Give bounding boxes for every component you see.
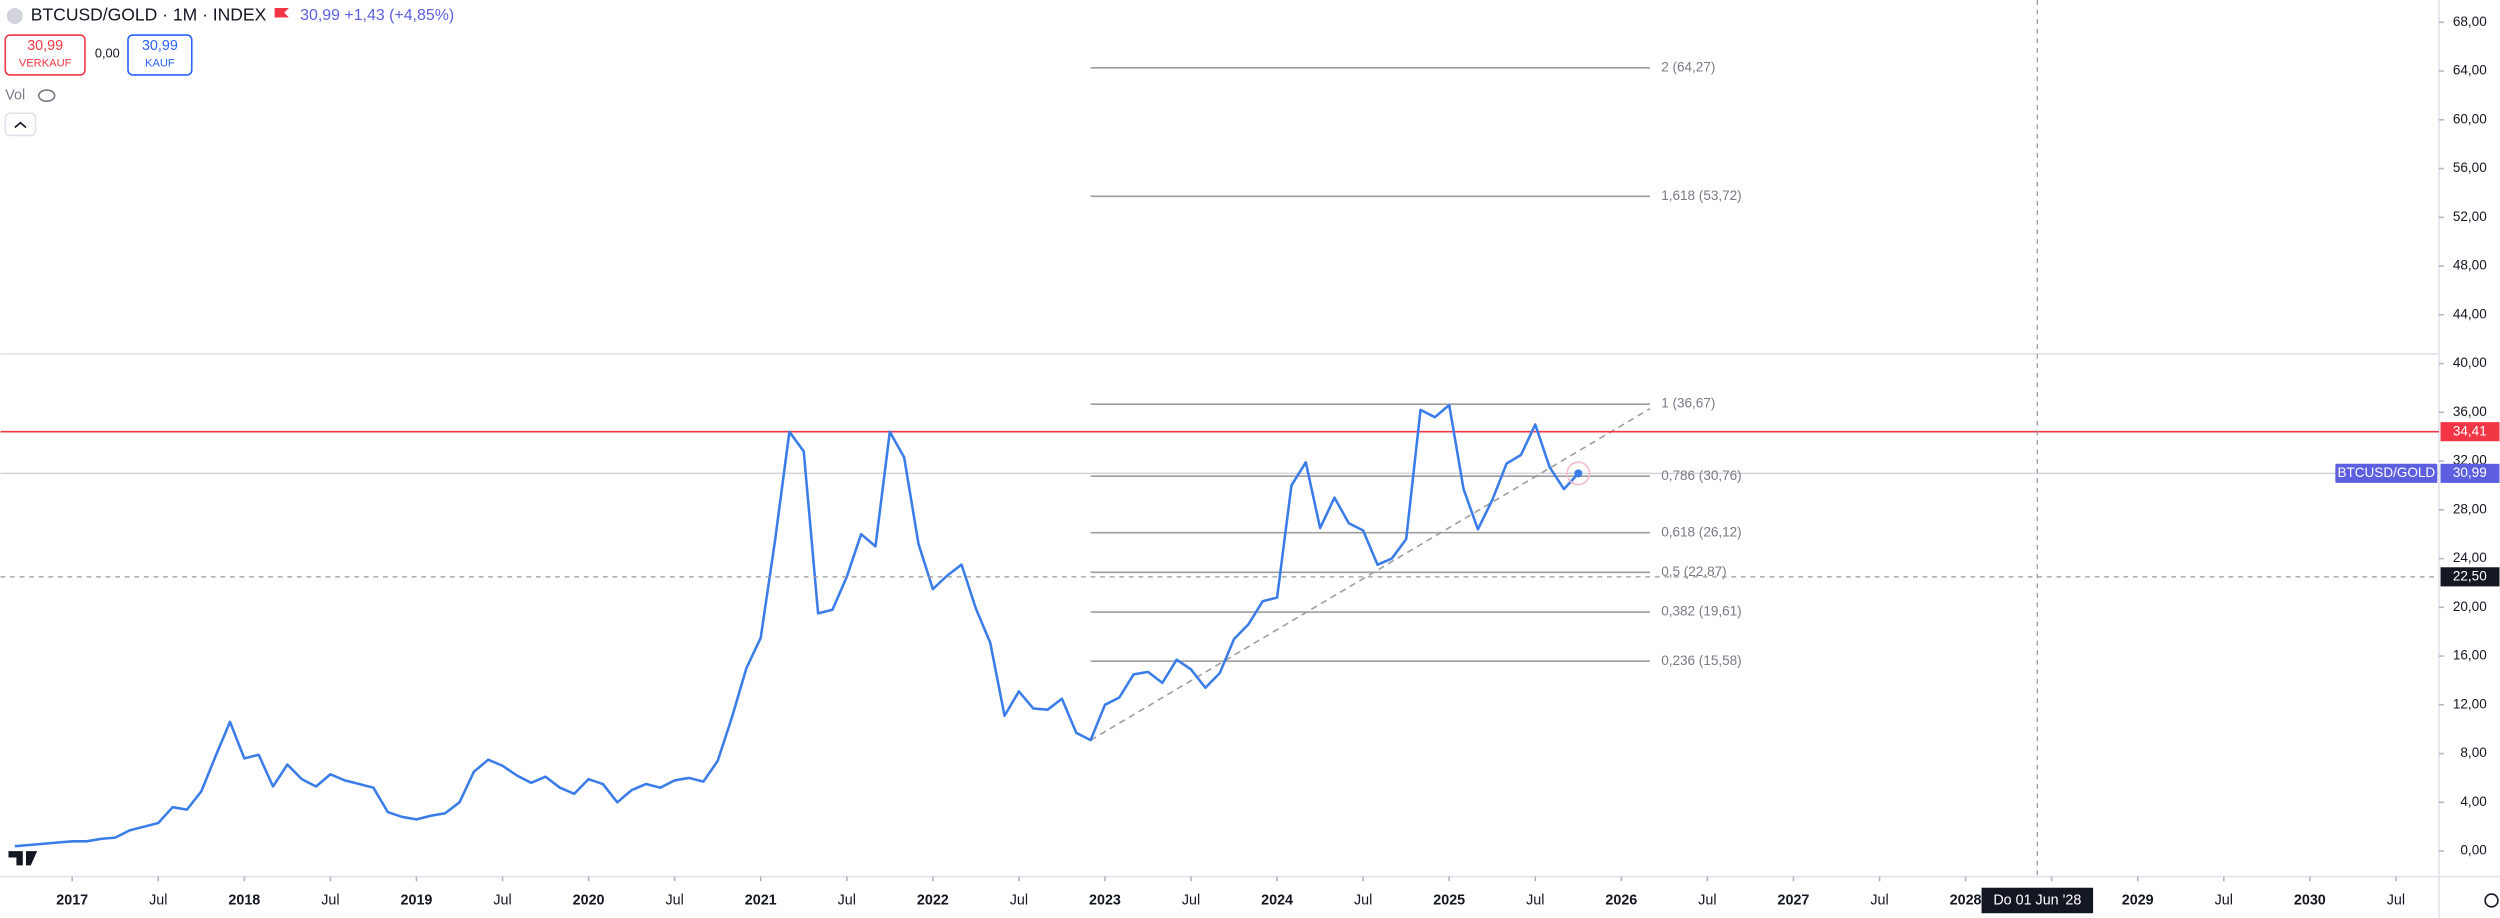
- x-tick-label: Jul: [665, 892, 683, 908]
- x-tick-label: 2024: [1261, 892, 1293, 908]
- y-tick-label: 40,00: [2453, 355, 2487, 370]
- fib-label: 0,786 (30,76): [1661, 468, 1742, 483]
- last-point: [1574, 469, 1583, 478]
- y-tick-label: 60,00: [2453, 111, 2487, 126]
- y-tick-label: 68,00: [2453, 14, 2487, 29]
- fib-label: 2 (64,27): [1661, 59, 1715, 74]
- y-tick-label: 8,00: [2460, 745, 2486, 760]
- x-tick-label: Jul: [1010, 892, 1028, 908]
- x-tick-label: 2019: [401, 892, 433, 908]
- y-tick-label: 48,00: [2453, 258, 2487, 273]
- x-tick-label: Jul: [1526, 892, 1544, 908]
- spread: 0,00: [95, 46, 120, 61]
- x-tick-label: Jul: [838, 892, 856, 908]
- settings-icon[interactable]: [2484, 893, 2499, 908]
- x-tick-label: Jul: [1698, 892, 1716, 908]
- buy-price: 30,99: [142, 38, 178, 54]
- eye-icon[interactable]: [37, 89, 56, 102]
- fib-label: 0,382 (19,61): [1661, 604, 1742, 619]
- y-tick-label: 24,00: [2453, 550, 2487, 565]
- x-tick-label: 2029: [2122, 892, 2154, 908]
- fib-label: 0,5 (22,87): [1661, 564, 1726, 579]
- y-tick-label: 28,00: [2453, 501, 2487, 516]
- y-tick-label: 44,00: [2453, 306, 2487, 321]
- sell-price: 30,99: [27, 38, 63, 54]
- y-tick-label: 0,00: [2460, 843, 2486, 858]
- y-tick-label: 36,00: [2453, 404, 2487, 419]
- x-tick-label: 2023: [1089, 892, 1121, 908]
- hline-label: 34,41: [2453, 423, 2487, 438]
- x-tick-label: 2021: [745, 892, 777, 908]
- fib-label: 0,618 (26,12): [1661, 524, 1742, 539]
- header: BTCUSD/GOLD · 1M · INDEX 30,99 +1,43 (+4…: [4, 5, 454, 137]
- hline-label-bg: [2440, 422, 2500, 442]
- x-tick-label: Jul: [321, 892, 339, 908]
- volume-label: Vol: [5, 87, 25, 103]
- crosshair-y-label: 22,50: [2453, 568, 2487, 583]
- buy-label: KAUF: [145, 58, 175, 70]
- sell-label: VERKAUF: [19, 58, 72, 70]
- crosshair-y-bg: [2440, 567, 2500, 587]
- series-line: [14, 403, 1580, 848]
- logo: [8, 851, 38, 866]
- fib-label: 0,236 (15,58): [1661, 653, 1742, 668]
- y-tick-label: 20,00: [2453, 599, 2487, 614]
- x-tick-label: Jul: [493, 892, 511, 908]
- symbol-title: BTCUSD/GOLD · 1M · INDEX: [31, 5, 267, 25]
- x-tick-label: Jul: [1870, 892, 1888, 908]
- buy-button[interactable]: [127, 34, 193, 76]
- y-tick-label: 16,00: [2453, 648, 2487, 663]
- x-tick-label: 2030: [2294, 892, 2326, 908]
- fib-label: 1 (36,67): [1661, 396, 1715, 411]
- chevron-icon: [14, 121, 27, 129]
- y-tick-label: 56,00: [2453, 160, 2487, 175]
- x-tick-label: 2017: [56, 892, 88, 908]
- x-tick-label: Jul: [149, 892, 167, 908]
- x-tick-label: 2022: [917, 892, 949, 908]
- x-tick-label: 2026: [1605, 892, 1637, 908]
- x-tick-label: 2025: [1433, 892, 1465, 908]
- x-tick-label: Jul: [1182, 892, 1200, 908]
- x-tick-label: 2028: [1950, 892, 1982, 908]
- x-tick-label: Jul: [2215, 892, 2233, 908]
- flag-icon: [274, 7, 289, 18]
- x-tick-label: Jul: [2387, 892, 2405, 908]
- y-tick-label: 52,00: [2453, 209, 2487, 224]
- y-tick-label: 64,00: [2453, 63, 2487, 78]
- crosshair-x-label: Do 01 Jun '28: [1993, 892, 2081, 908]
- crosshair-x-bg: [1981, 887, 2094, 914]
- collapse-button[interactable]: [4, 112, 37, 137]
- y-tick-label: 12,00: [2453, 696, 2487, 711]
- trend-line: [1090, 407, 1651, 741]
- y-tick-label: 4,00: [2460, 794, 2486, 809]
- last-price-label: 30,99: [2453, 465, 2487, 480]
- x-tick-label: 2020: [573, 892, 605, 908]
- sell-button[interactable]: [4, 34, 86, 76]
- symbol-icon: [6, 7, 23, 24]
- series-tag-name: BTCUSD/GOLD: [2337, 465, 2435, 480]
- last-price-bg: [2440, 463, 2500, 483]
- x-tick-label: 2027: [1778, 892, 1810, 908]
- x-tick-label: Jul: [1354, 892, 1372, 908]
- last-point-halo: [1566, 461, 1591, 486]
- series-tag-bg: [2335, 463, 2438, 483]
- x-tick-label: 2018: [228, 892, 260, 908]
- fib-label: 1,618 (53,72): [1661, 188, 1742, 203]
- quote: 30,99 +1,43 (+4,85%): [300, 7, 454, 24]
